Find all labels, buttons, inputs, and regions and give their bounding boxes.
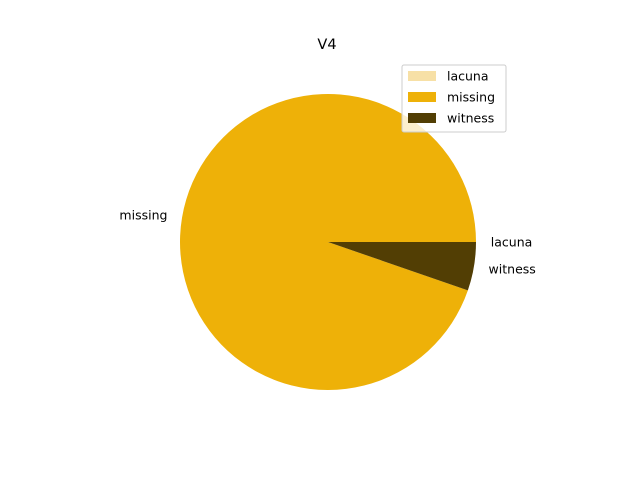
pie-slice-witness	[328, 242, 476, 291]
legend-label-missing: missing	[447, 90, 495, 105]
legend-items: lacuna missing witness	[408, 69, 495, 126]
pie-label-missing: missing	[119, 208, 167, 223]
pie-slice-missing	[180, 93, 476, 390]
chart-title: V4	[317, 37, 336, 53]
legend-label-witness: witness	[447, 111, 494, 126]
pie-label-witness: witness	[489, 261, 536, 276]
pie-label-lacuna: lacuna	[491, 235, 533, 250]
legend-label-lacuna: lacuna	[447, 69, 489, 84]
legend-swatch-witness	[408, 113, 436, 123]
legend-swatch-lacuna	[408, 71, 436, 81]
legend: lacuna missing witness	[401, 64, 507, 133]
pie-slice-labels: lacuna missing witness	[119, 208, 535, 277]
legend-swatch-missing	[408, 92, 436, 102]
pie-slices	[180, 93, 476, 390]
